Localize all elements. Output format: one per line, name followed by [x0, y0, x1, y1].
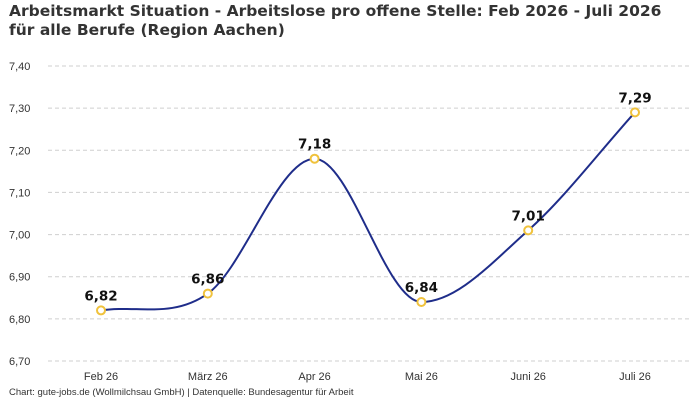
data-label: 7,29 — [618, 90, 651, 106]
y-tick-label: 7,40 — [9, 61, 30, 73]
data-points — [96, 107, 640, 316]
chart-source-footer: Chart: gute-jobs.de (Wollmilchsau GmbH) … — [9, 387, 354, 398]
y-tick-label: 6,90 — [9, 272, 30, 284]
y-tick-label: 7,00 — [9, 230, 30, 242]
x-tick-label: Feb 26 — [84, 371, 118, 383]
data-point — [309, 153, 320, 164]
x-tick-label: Juni 26 — [510, 371, 545, 383]
y-tick-label: 7,20 — [9, 145, 30, 157]
x-tick-label: Mai 26 — [405, 371, 438, 383]
data-label: 6,82 — [84, 288, 117, 304]
y-tick-label: 6,70 — [9, 356, 30, 368]
data-labels: 6,82 6,86 7,18 6,84 7,01 7,29 — [84, 90, 651, 304]
x-axis: Feb 26 März 26 Apr 26 Mai 26 Juni 26 Juli 26 — [84, 371, 651, 383]
data-point — [96, 305, 106, 316]
x-tick-label: Apr 26 — [298, 371, 330, 383]
data-label: 7,18 — [298, 137, 331, 153]
data-point — [630, 107, 640, 118]
y-tick-label: 7,30 — [9, 103, 30, 115]
data-label: 6,84 — [405, 280, 438, 296]
gridlines — [48, 65, 690, 362]
data-label: 6,86 — [191, 272, 224, 288]
series-line — [100, 111, 636, 312]
x-tick-label: Juli 26 — [619, 371, 651, 383]
data-point — [523, 225, 534, 236]
y-tick-label: 6,80 — [9, 314, 30, 326]
y-axis: 6,70 6,80 6,90 7,00 7,10 7,20 7,30 7,40 — [9, 61, 30, 368]
x-tick-label: März 26 — [188, 371, 228, 383]
data-label: 7,01 — [512, 208, 545, 224]
data-point — [416, 297, 427, 307]
data-point — [202, 288, 213, 299]
chart-title: Arbeitsmarkt Situation - Arbeitslose pro… — [9, 2, 662, 39]
y-tick-label: 7,10 — [9, 187, 30, 199]
